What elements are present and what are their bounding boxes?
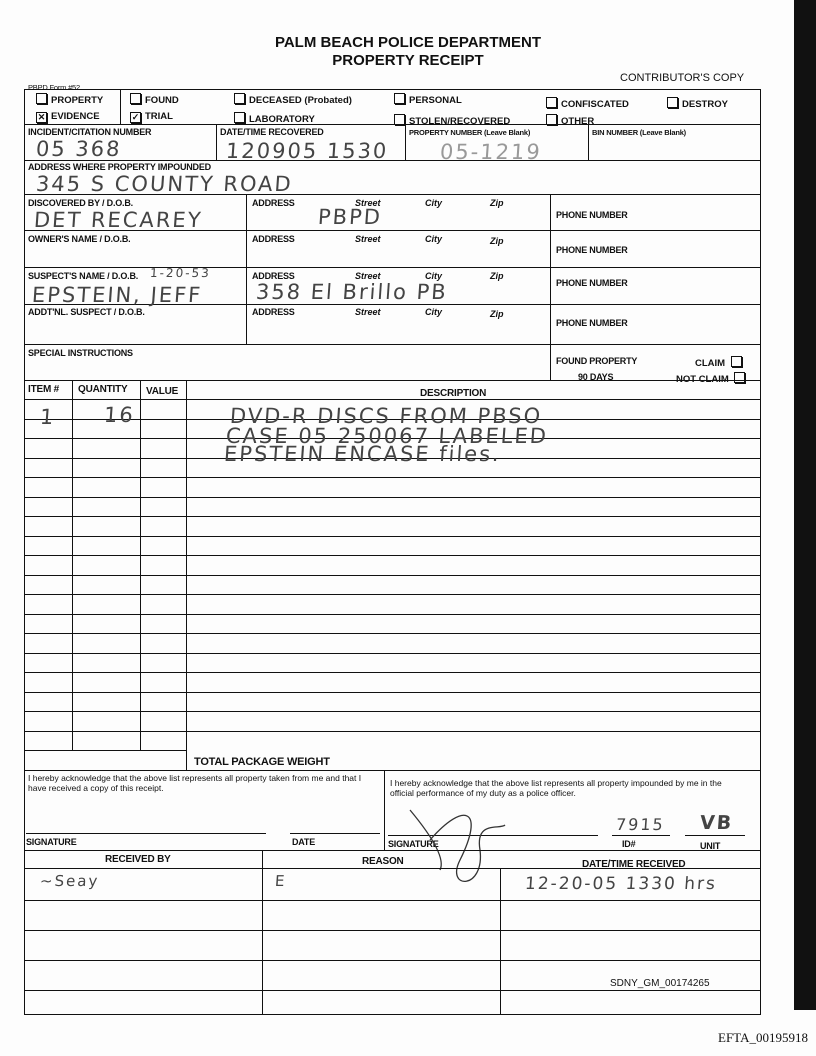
page-subtitle: PROPERTY RECEIPT [332, 52, 484, 69]
unit-label: UNIT [700, 841, 721, 851]
scan-edge [794, 0, 816, 1010]
item-rule [24, 516, 761, 517]
checkbox-deceased[interactable]: DECEASED (Probated) [234, 93, 352, 106]
checkbox-property[interactable]: PROPERTY [36, 93, 103, 106]
officer-acknowledgment: I hereby acknowledge that the above list… [390, 778, 722, 798]
bin-number-label: BIN NUMBER (Leave Blank) [592, 128, 686, 137]
total-weight-label: TOTAL PACKAGE WEIGHT [194, 756, 330, 768]
item-rule [24, 594, 761, 595]
incident-label: INCIDENT/CITATION NUMBER [28, 127, 152, 137]
owner-date-label: DATE [292, 837, 316, 847]
address-impounded-label: ADDRESS WHERE PROPERTY IMPOUNDED [28, 162, 211, 172]
description-header: DESCRIPTION [420, 388, 487, 399]
item-rule [24, 477, 761, 478]
address-impounded-value[interactable]: 345 S COUNTY ROAD [35, 172, 294, 196]
discovered-address-value[interactable]: PBPD [317, 205, 383, 229]
form-frame [24, 89, 761, 1015]
checkbox-destroy[interactable]: DESTROY [667, 97, 728, 110]
item-rule [24, 457, 761, 459]
item-rule [24, 672, 761, 673]
discovered-by-value[interactable]: DET RECAREY [33, 208, 204, 232]
not-claim-checkbox[interactable]: NOT CLAIM [676, 372, 746, 385]
checkbox-stolen-recovered[interactable]: STOLEN/RECOVERED [394, 114, 510, 127]
item-rule [24, 438, 761, 439]
datetime-received-header: DATE/TIME RECEIVED [582, 859, 686, 870]
property-number-value[interactable]: 05-1219 [439, 140, 543, 164]
item-rule [24, 496, 761, 498]
officer-unit-value[interactable]: VB [699, 812, 734, 834]
item-rule [24, 633, 761, 634]
item-rule [24, 418, 761, 420]
checkbox-confiscated[interactable]: CONFISCATED [546, 97, 629, 110]
officer-id-value[interactable]: 7915 [615, 815, 666, 834]
page-title: PALM BEACH POLICE DEPARTMENT [274, 34, 542, 51]
form-number: PBPD Form #52 [28, 83, 81, 92]
checkbox-laboratory[interactable]: LABORATORY [234, 112, 315, 125]
owner-acknowledgment: I hereby acknowledge that the above list… [28, 773, 362, 793]
officer-signature [409, 809, 506, 883]
copy-label: CONTRIBUTOR'S COPY [620, 72, 745, 84]
date-recovered-label: DATE/TIME RECOVERED [220, 127, 324, 137]
checkbox-personal[interactable]: PERSONAL [394, 93, 462, 106]
received-by-header: RECEIVED BY [105, 854, 171, 865]
owner-signature-label: SIGNATURE [26, 837, 77, 847]
checkbox-other[interactable]: OTHER [546, 114, 594, 127]
ninety-days-label: 90 DAYS [578, 372, 614, 382]
bates-number: SDNY_GM_00174265 [610, 978, 710, 989]
item-rule [24, 613, 761, 615]
item-rule [24, 730, 761, 732]
found-property-label: FOUND PROPERTY [556, 356, 638, 366]
checkbox-found[interactable]: FOUND [130, 93, 179, 106]
item-rule [24, 555, 761, 556]
checkbox-evidence[interactable]: ✕ EVIDENCE [36, 111, 100, 123]
item-rule [24, 574, 761, 576]
date-recovered-value[interactable]: 120905 1530 [225, 139, 390, 163]
suspect-name-value[interactable]: EPSTEIN, JEFF [31, 283, 204, 307]
id-label: ID# [622, 839, 636, 849]
reason-header: REASON [362, 856, 404, 867]
item-rule [24, 535, 761, 537]
value-header: VALUE [146, 386, 179, 397]
officer-signature-label: SIGNATURE [388, 839, 439, 849]
property-number-label: PROPERTY NUMBER (Leave Blank) [409, 128, 531, 137]
item-rule [24, 691, 761, 693]
special-instructions-label: SPECIAL INSTRUCTIONS [28, 348, 133, 358]
checkbox-trial[interactable]: ✓ TRIAL [130, 111, 173, 123]
footer-id: EFTA_00195918 [718, 1030, 808, 1045]
claim-checkbox[interactable]: CLAIM [695, 356, 742, 369]
item-rule [24, 711, 761, 712]
quantity-header: QUANTITY [78, 384, 128, 395]
item-rule [24, 399, 761, 400]
item-rule [24, 652, 761, 654]
item-header: ITEM # [28, 384, 60, 395]
incident-value[interactable]: 05 368 [35, 137, 123, 161]
suspect-address-value[interactable]: 358 El Brillo PB [255, 280, 449, 304]
suspect-dob-value[interactable]: 1-20-53 [149, 266, 212, 280]
